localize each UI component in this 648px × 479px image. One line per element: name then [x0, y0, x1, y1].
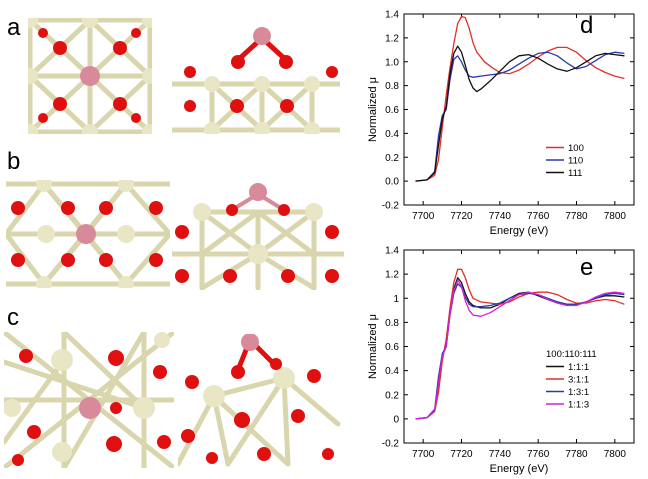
- legend-title: 100:110:111: [546, 349, 597, 360]
- x-tick-label: 7740: [489, 211, 512, 222]
- legend-label: 1:3:1: [568, 387, 589, 398]
- series-line: [415, 279, 625, 420]
- y-tick-label: 1.0: [385, 57, 399, 68]
- y-tick-label: 0.6: [385, 105, 399, 116]
- model-a-side-view: [172, 27, 340, 134]
- y-tick-label: 0.2: [385, 390, 399, 401]
- x-tick-label: 7800: [604, 211, 627, 222]
- y-axis-label: Normalized μ: [367, 314, 379, 379]
- y-tick-label: 0: [393, 414, 399, 425]
- y-tick-label: 1.4: [385, 10, 399, 21]
- y-tick-label: 1.2: [385, 270, 399, 281]
- y-tick-label: -0.2: [382, 439, 400, 450]
- y-tick-label: 0.4: [385, 366, 399, 377]
- x-tick-label: 7760: [527, 449, 550, 460]
- panel-label-a: a: [7, 14, 21, 41]
- y-tick-label: 0.6: [385, 342, 399, 353]
- x-tick-label: 7720: [450, 211, 473, 222]
- y-tick-label: 0.4: [385, 129, 399, 140]
- legend-label: 1:1:3: [568, 400, 589, 411]
- legend-label: 110: [568, 156, 583, 167]
- y-tick-label: 0.0: [385, 177, 399, 188]
- y-axis-label: Normalized μ: [367, 77, 379, 142]
- model-b-side-view: [172, 183, 344, 290]
- x-tick-label: 7700: [412, 449, 435, 460]
- plot-frame: [403, 249, 635, 444]
- panel-label-b: b: [7, 148, 21, 175]
- x-tick-label: 7700: [412, 211, 435, 222]
- model-c-top-view: [4, 332, 174, 468]
- y-tick-label: 0.2: [385, 153, 399, 164]
- x-axis-label: Energy (eV): [490, 463, 549, 475]
- x-tick-label: 7720: [450, 449, 473, 460]
- legend-label: 100: [568, 143, 584, 154]
- series-line: [415, 51, 625, 182]
- xanes-chart-d: -0.2 0.0 0.2 0.4 0.6 0.8 1.0 1.2 1.4 7700 7720 7740…: [367, 10, 635, 237]
- y-tick-label: 1.4: [385, 246, 399, 257]
- x-tick-label: 7780: [565, 211, 588, 222]
- panel-label-e: e: [580, 254, 594, 281]
- y-tick-label: -0.2: [382, 201, 400, 212]
- x-tick-label: 7800: [604, 449, 627, 460]
- x-axis-label: Energy (eV): [490, 225, 549, 237]
- y-tick-label: 1.2: [385, 33, 399, 44]
- model-a-top-view: [28, 18, 152, 134]
- legend-label: 1:1:1: [568, 362, 589, 373]
- x-tick-label: 7760: [527, 211, 550, 222]
- series-line: [415, 15, 625, 182]
- y-tick-label: 0.8: [385, 81, 399, 92]
- y-tick-label: 1: [393, 294, 399, 305]
- xanes-chart-e: -0.2 0 0.2 0.4 0.6 0.8 1 1.2 1.4 7700 7720 7740 7760…: [367, 246, 635, 475]
- panel-label-c: c: [7, 304, 19, 331]
- model-c-side-view: [178, 334, 341, 467]
- panel-label-d: d: [580, 12, 594, 39]
- legend-label: 111: [568, 168, 582, 179]
- y-tick-label: 0.8: [385, 318, 399, 329]
- legend-label: 3:1:1: [568, 375, 589, 386]
- x-tick-label: 7780: [565, 449, 588, 460]
- x-tick-label: 7740: [489, 449, 512, 460]
- plot-frame: [403, 13, 635, 206]
- series-line: [415, 45, 625, 182]
- model-b-top-view: [6, 180, 170, 288]
